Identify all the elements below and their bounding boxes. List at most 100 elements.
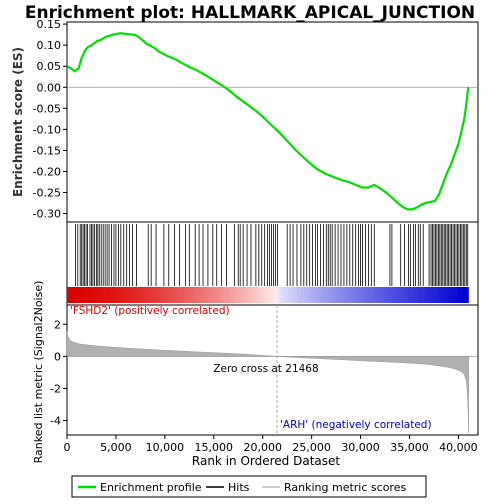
metric-y-tick-label: 2: [54, 318, 61, 331]
x-tick-label: 35,000: [390, 441, 429, 454]
rank-color-bar-segment: [354, 287, 359, 303]
rank-color-bar-segment: [214, 287, 219, 303]
rank-color-bar-segment: [411, 287, 416, 303]
rank-color-bar-segment: [384, 287, 389, 303]
rank-color-bar-segment: [210, 287, 215, 303]
rank-color-bar-segment: [140, 287, 145, 303]
rank-color-bar-segment: [120, 287, 125, 303]
rank-color-bar-segment: [381, 287, 386, 303]
es-y-tick-label: 0.10: [37, 39, 62, 52]
rank-color-bar-segment: [220, 287, 225, 303]
metric-y-tick-label: -2: [50, 382, 61, 395]
x-tick-label: 40,000: [439, 441, 478, 454]
metric-y-axis-label: Ranked list metric (Signal2Noise): [32, 281, 45, 464]
rank-color-bar-segment: [361, 287, 366, 303]
rank-color-bar-segment: [207, 287, 212, 303]
positive-correlation-label: 'FSHD2' (positively correlated): [70, 305, 230, 317]
es-y-tick-label: 0.00: [37, 81, 62, 94]
rank-color-bar-segment: [418, 287, 423, 303]
legend: Enrichment profile Hits Ranking metric s…: [71, 475, 427, 498]
rank-color-bar-segment: [123, 287, 128, 303]
rank-color-bar-segment: [321, 287, 326, 303]
rank-color-bar-segment: [244, 287, 249, 303]
rank-color-bar-segment: [194, 287, 198, 303]
rank-color-bar-segment: [438, 287, 443, 303]
rank-color-bar-segment: [257, 287, 262, 303]
rank-color-bar-segment: [73, 287, 78, 303]
rank-color-bar-segment: [284, 287, 289, 303]
rank-color-bar-segment: [414, 287, 419, 303]
rank-color-bar-segment: [90, 287, 95, 303]
es-y-tick-label: -0.05: [33, 102, 61, 115]
metric-panel: 20-2-40 5,000 10,000 15,000 20,000 25,000 30,0…: [50, 305, 478, 454]
rank-color-bar-segment: [408, 287, 412, 303]
rank-color-bar-segment: [230, 287, 235, 303]
legend-frame: [71, 475, 427, 498]
rank-color-bar-segment: [344, 287, 349, 303]
rank-color-bar-segment: [107, 287, 112, 303]
zero-cross-label: Zero cross at 21468: [213, 363, 318, 375]
rank-color-bar-segment: [314, 287, 319, 303]
rank-color-bar-segment: [317, 287, 322, 303]
rank-color-bar-segment: [451, 287, 456, 303]
rank-color-bar-segment: [391, 287, 396, 303]
hits-panel: [67, 224, 469, 303]
es-panel-frame: [66, 21, 479, 223]
rank-color-bar-segment: [80, 287, 85, 303]
rank-color-bar-segment: [324, 287, 329, 303]
rank-color-bar-segment: [297, 287, 302, 303]
rank-color-bar-segment: [260, 287, 265, 303]
rank-color-bar-segment: [87, 287, 92, 303]
rank-color-bar-segment: [177, 287, 182, 303]
rank-color-bar-segment: [274, 287, 279, 303]
rank-color-bar-segment: [237, 287, 242, 303]
rank-color-bar-segment: [150, 287, 155, 303]
es-y-axis-label: Enrichment score (ES): [11, 47, 25, 197]
rank-color-bar-segment: [394, 287, 399, 303]
rank-color-bar-segment: [247, 287, 252, 303]
rank-color-bar-segment: [280, 287, 285, 303]
rank-color-bar-segment: [264, 287, 269, 303]
x-axis-label: Rank in Ordered Dataset: [192, 454, 340, 468]
rank-color-bar-segment: [337, 287, 342, 303]
rank-color-bar-segment: [294, 287, 299, 303]
rank-color-bar-segment: [170, 287, 175, 303]
x-tick-label: 10,000: [146, 441, 185, 454]
rank-color-bar-segment: [117, 287, 122, 303]
rank-color-bar-segment: [311, 287, 316, 303]
rank-color-bar-segment: [424, 287, 429, 303]
rank-color-bar-segment: [444, 287, 449, 303]
rank-color-bar-segment: [197, 287, 202, 303]
rank-color-bar-segment: [103, 287, 108, 303]
rank-color-bar-segment: [421, 287, 426, 303]
rank-color-bar-segment: [234, 287, 239, 303]
negative-correlation-label: 'ARH' (negatively correlated): [280, 419, 432, 431]
rank-color-bar-segment: [110, 287, 115, 303]
rank-color-bar-segment: [224, 287, 229, 303]
rank-color-bar-segment: [130, 287, 135, 303]
rank-color-bar-segment: [351, 287, 356, 303]
rank-color-bar-segment: [448, 287, 453, 303]
x-tick-label: 20,000: [243, 441, 282, 454]
rank-color-bar-segment: [371, 287, 376, 303]
rank-color-bar-segment: [357, 287, 362, 303]
rank-color-bar-segment: [461, 287, 466, 303]
rank-color-bar-segment: [458, 287, 463, 303]
es-y-tick-label: -0.25: [33, 187, 61, 200]
rank-color-bar-segment: [291, 287, 295, 303]
es-y-tick-label: -0.15: [33, 144, 61, 157]
x-tick-label: 5,000: [100, 441, 132, 454]
es-y-tick-label: -0.10: [33, 123, 61, 136]
rank-color-bar-segment: [334, 287, 339, 303]
rank-color-bar-segment: [200, 287, 205, 303]
rank-color-bar-segment: [184, 287, 188, 303]
rank-color-bar-segment: [93, 287, 98, 303]
es-y-tick-label: -0.30: [33, 208, 61, 221]
rank-color-bar-segment: [190, 287, 195, 303]
es-y-tick-label: -0.20: [33, 165, 61, 178]
es-panel: 0.15 0.10 0.05 0.00 -0.05 -0.10 -0.15 -0.20 -0.2…: [33, 18, 478, 221]
rank-color-bar-segment: [167, 287, 172, 303]
rank-color-bar-segment: [364, 287, 369, 303]
